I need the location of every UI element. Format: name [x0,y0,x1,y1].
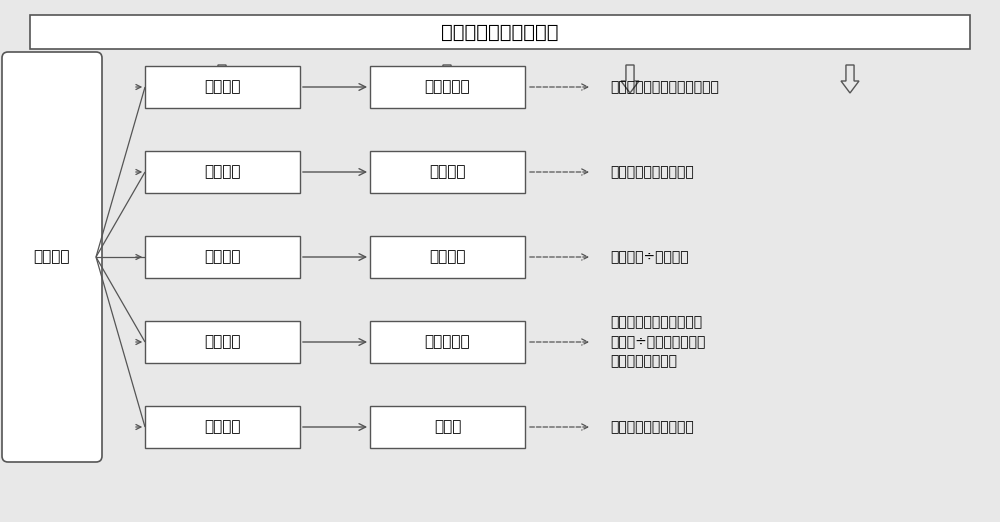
Text: 采用便携式粗糙度测量仪测量: 采用便携式粗糙度测量仪测量 [610,80,719,94]
Polygon shape [841,65,859,93]
Text: 能源消耗: 能源消耗 [204,335,241,350]
FancyBboxPatch shape [145,406,300,448]
Polygon shape [438,65,456,93]
Text: 加工时间: 加工时间 [204,164,241,180]
Text: 能耗利用率: 能耗利用率 [425,335,470,350]
Text: 表面粗糙度: 表面粗糙度 [425,79,470,94]
FancyBboxPatch shape [145,66,300,108]
Text: 废液量: 废液量 [434,420,461,434]
FancyBboxPatch shape [370,406,525,448]
Text: 数控系统上显示的时间: 数控系统上显示的时间 [610,165,694,179]
FancyBboxPatch shape [2,52,102,462]
FancyBboxPatch shape [370,321,525,363]
Polygon shape [621,65,639,93]
FancyBboxPatch shape [30,15,970,49]
Text: 滚齿加工效果评价模型: 滚齿加工效果评价模型 [441,22,559,42]
Text: 评价属性: 评价属性 [34,250,70,265]
FancyBboxPatch shape [370,236,525,278]
Text: 单个工件的切削液用量: 单个工件的切削液用量 [610,420,694,434]
FancyBboxPatch shape [370,151,525,193]
Text: 单个工件在切削时所消耗
的电量÷该工件整个加工
过程所消耗的电量: 单个工件在切削时所消耗 的电量÷该工件整个加工 过程所消耗的电量 [610,315,705,369]
Text: 切削时间: 切削时间 [429,164,466,180]
Text: 刀具费用: 刀具费用 [429,250,466,265]
Text: 加工成本: 加工成本 [204,250,241,265]
FancyBboxPatch shape [145,236,300,278]
Text: 刀具价格÷加工件数: 刀具价格÷加工件数 [610,250,689,264]
FancyBboxPatch shape [370,66,525,108]
FancyBboxPatch shape [145,321,300,363]
Text: 环境影响: 环境影响 [204,420,241,434]
FancyBboxPatch shape [145,151,300,193]
Polygon shape [213,65,231,93]
Text: 加工质量: 加工质量 [204,79,241,94]
